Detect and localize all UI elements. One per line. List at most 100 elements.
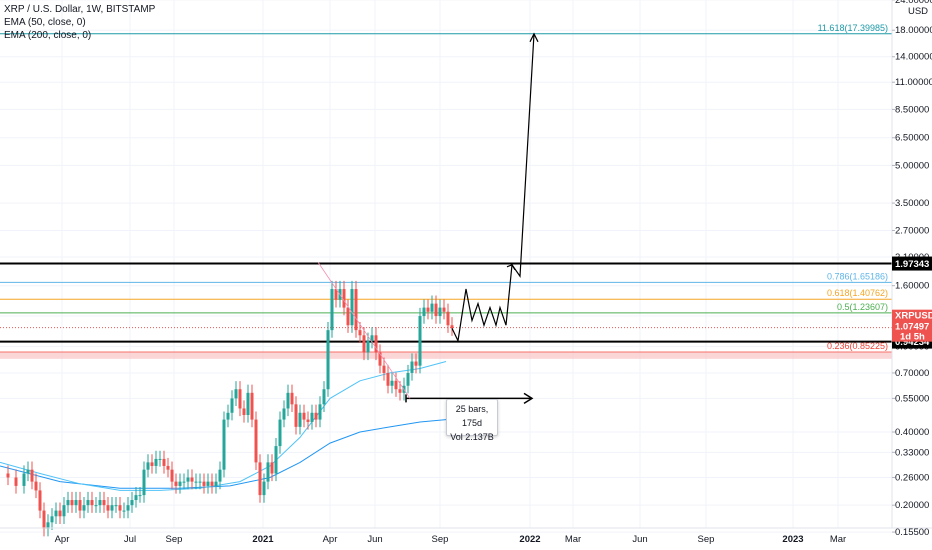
price-tick-label: 0.40000 bbox=[895, 427, 929, 438]
price-tick-label: 2.70000 bbox=[895, 225, 929, 236]
candle-body bbox=[418, 316, 422, 366]
price-tick-label: 14.00000 bbox=[895, 52, 932, 63]
candle-body bbox=[282, 408, 286, 420]
candle-body bbox=[374, 335, 378, 353]
projection-path bbox=[451, 33, 535, 343]
candle-body bbox=[310, 412, 314, 422]
tooltip-vol: Vol 2.137B bbox=[450, 432, 494, 442]
ema200-legend[interactable]: EMA (200, close, 0) bbox=[4, 30, 92, 41]
candle-body bbox=[378, 352, 382, 366]
candle-body bbox=[54, 510, 58, 517]
measure-tooltip: 25 bars, 175d Vol 2.137B bbox=[446, 399, 498, 442]
candle-body bbox=[290, 392, 294, 405]
time-tick-label: Sep bbox=[166, 534, 183, 545]
candle-body bbox=[218, 469, 222, 482]
ema50-line bbox=[0, 361, 447, 491]
candle-body bbox=[326, 330, 330, 390]
measure-arrow-head bbox=[523, 392, 534, 405]
ema50-legend[interactable]: EMA (50, close, 0) bbox=[4, 17, 86, 28]
candle-body bbox=[186, 477, 190, 482]
fib-levels: 11.618(17.39985) 0.786(1.65186) 0.618(1.40… bbox=[0, 23, 892, 359]
fib-label: 0.5(1.23607) bbox=[837, 302, 888, 312]
candle-body bbox=[246, 392, 250, 415]
candle-body bbox=[254, 419, 258, 463]
arrow-head bbox=[506, 264, 516, 271]
candle-body bbox=[354, 289, 358, 331]
candle-body bbox=[174, 481, 178, 486]
price-tick-label: 24.00000 bbox=[895, 0, 932, 6]
candle-body bbox=[346, 307, 350, 326]
candle-body bbox=[142, 469, 146, 496]
candle-body bbox=[422, 307, 426, 317]
candle-body bbox=[162, 458, 166, 466]
candle-body bbox=[154, 458, 158, 466]
candle-body bbox=[122, 510, 126, 512]
candle-body bbox=[318, 404, 322, 420]
candle-body bbox=[138, 495, 142, 497]
candle-body bbox=[74, 500, 78, 506]
price-tick-label: 0.15500 bbox=[895, 527, 929, 538]
chart-grid bbox=[0, 0, 892, 533]
candle-body bbox=[414, 361, 418, 366]
candle-body bbox=[226, 412, 230, 420]
symbol-title[interactable]: XRP / U.S. Dollar, 1W, BITSTAMP bbox=[4, 4, 156, 15]
candle-body bbox=[314, 412, 318, 420]
candle-body bbox=[302, 412, 306, 420]
candle-body bbox=[406, 372, 410, 386]
price-tick-label: 11.00000 bbox=[895, 77, 932, 88]
candle-body bbox=[182, 481, 186, 483]
fib-zone bbox=[0, 352, 892, 359]
candle-body bbox=[322, 389, 326, 405]
fib-label: 0.236(0.85225) bbox=[827, 341, 888, 351]
candle-body bbox=[118, 505, 122, 511]
candle-body bbox=[230, 398, 234, 413]
time-tick-label: Jun bbox=[632, 534, 647, 545]
price-tick-label: 18.00000 bbox=[895, 25, 932, 36]
candle-body bbox=[158, 458, 162, 460]
arrow-head bbox=[529, 32, 539, 43]
candle-body bbox=[370, 335, 374, 341]
candle-body bbox=[278, 419, 282, 447]
time-tick-label: Sep bbox=[698, 534, 715, 545]
candle-body bbox=[190, 477, 194, 482]
time-axis[interactable]: Apr Jul Sep 2021 Apr Jun Sep 2022 Mar Jun Sep 2023 M… bbox=[0, 527, 932, 545]
price-tick-label: 3.50000 bbox=[895, 198, 929, 209]
candle-body bbox=[26, 469, 30, 474]
candle-body bbox=[66, 500, 70, 506]
candle-body bbox=[222, 419, 226, 470]
candle-body bbox=[438, 307, 442, 317]
price-tick-label: 0.70000 bbox=[895, 368, 929, 379]
currency-label: USD bbox=[908, 6, 928, 17]
candle-body bbox=[58, 510, 62, 517]
candle-body bbox=[262, 481, 266, 496]
candle-body bbox=[126, 505, 130, 511]
price-tick-label: 8.50000 bbox=[895, 104, 929, 115]
candle-body bbox=[362, 335, 366, 353]
time-tick-label: 2022 bbox=[519, 534, 540, 545]
candle-body bbox=[214, 481, 218, 486]
candle-body bbox=[46, 522, 50, 529]
candle-body bbox=[390, 380, 394, 386]
candle-body bbox=[38, 490, 42, 511]
price-tick-label: 0.33000 bbox=[895, 447, 929, 458]
candle-body bbox=[434, 303, 438, 317]
candle-body bbox=[270, 462, 274, 474]
price-tick-label: 0.20000 bbox=[895, 500, 929, 511]
candle-body bbox=[94, 505, 98, 507]
candle-body bbox=[86, 500, 90, 506]
candle-body bbox=[90, 500, 94, 506]
candle-body bbox=[294, 404, 298, 427]
time-tick-label: Sep bbox=[432, 534, 449, 545]
ema200-line bbox=[0, 419, 447, 489]
candle-body bbox=[426, 307, 430, 312]
candle-body bbox=[102, 500, 106, 506]
candle-body bbox=[258, 462, 262, 496]
candle-body bbox=[334, 289, 338, 300]
candle-body bbox=[210, 481, 214, 486]
candle-body bbox=[358, 330, 362, 336]
candle-body bbox=[150, 462, 154, 466]
candle-body bbox=[306, 419, 310, 422]
time-tick-label: 2023 bbox=[782, 534, 803, 545]
fib-label: 11.618(17.39985) bbox=[818, 23, 888, 33]
